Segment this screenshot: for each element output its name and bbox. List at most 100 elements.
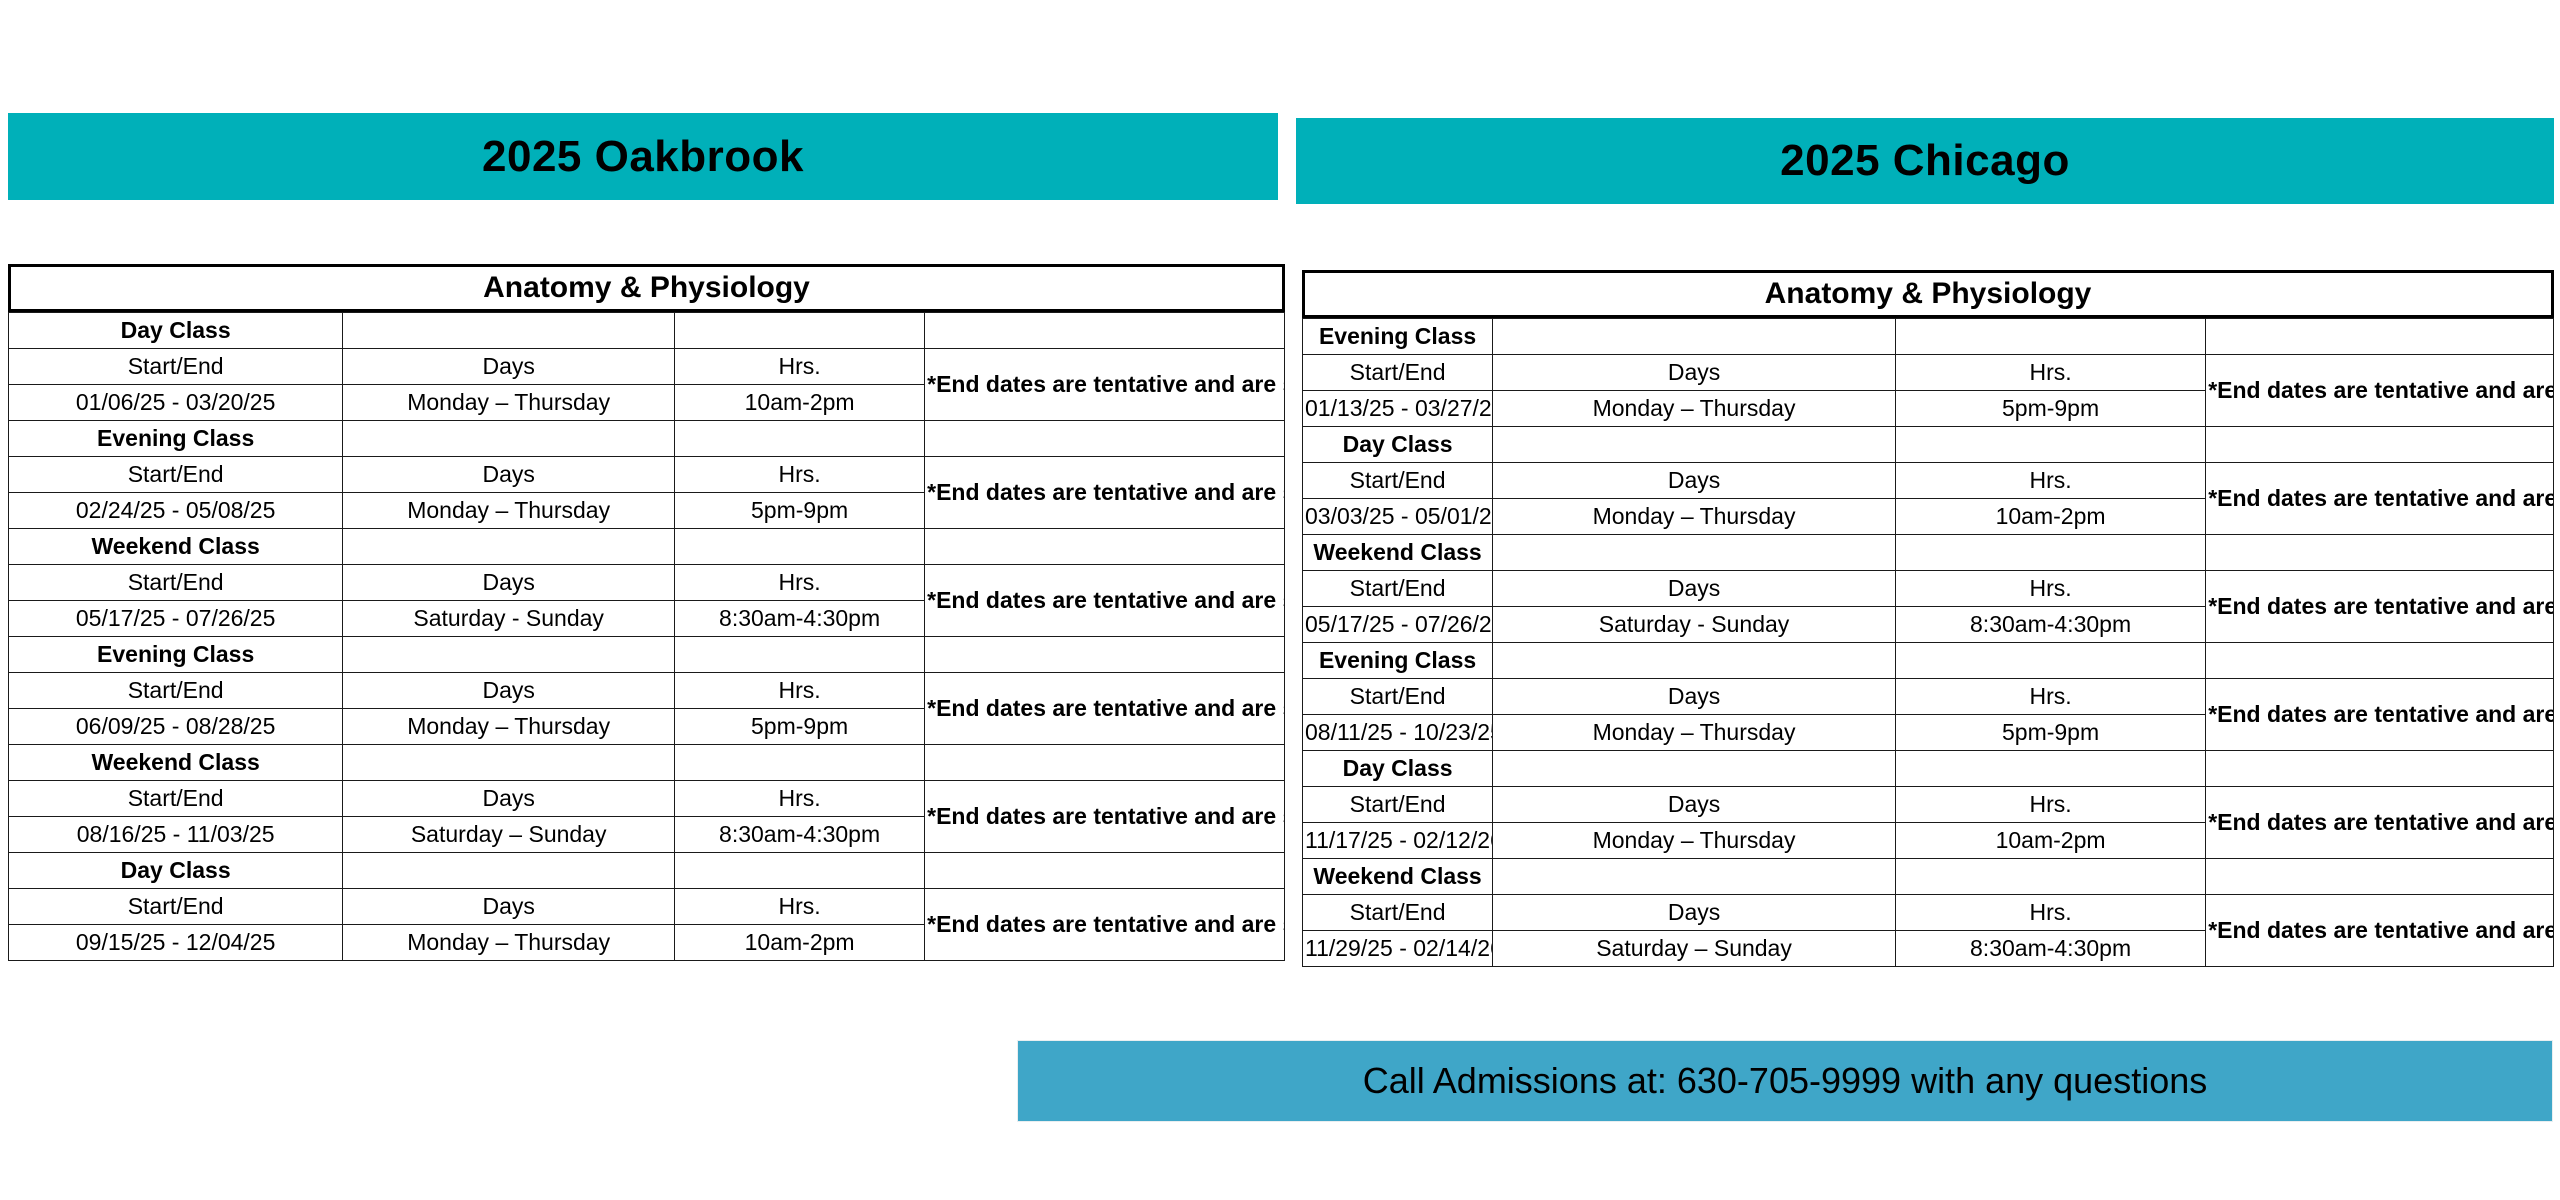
class-category-label: Day Class xyxy=(1301,750,1494,787)
cell-hours: 8:30am-4:30pm xyxy=(674,600,926,637)
schedule-data-row: 11/29/25 - 02/14/26 Saturday – Sunday 8:30… xyxy=(1301,930,2554,967)
column-header-days: Days xyxy=(1492,894,1896,931)
spacer-cell xyxy=(1894,534,2207,571)
column-header-days: Days xyxy=(342,564,676,601)
spacer-cell xyxy=(674,744,926,781)
spacer-cell xyxy=(924,420,1285,457)
column-header-hours: Hrs. xyxy=(1894,894,2207,931)
spacer-cell xyxy=(924,636,1285,673)
schedule-data-row: 05/17/25 - 07/26/25 Saturday - Sunday 8:30… xyxy=(1301,606,2554,643)
column-header-row: Start/End Days Hrs. *End dates are tentativ… xyxy=(1301,462,2554,535)
class-category-row: Weekend Class xyxy=(1301,534,2554,571)
column-header-days: Days xyxy=(1492,678,1896,715)
cell-days: Monday – Thursday xyxy=(1492,822,1896,859)
tentative-dates-note: *End dates are tentative and are subject… xyxy=(2205,678,2554,751)
column-header-start-end: Start/End xyxy=(1301,570,1494,607)
column-header-row: Start/End Days Hrs. *End dates are tentativ… xyxy=(7,780,1285,853)
class-category-label: Day Class xyxy=(1301,426,1494,463)
spacer-cell xyxy=(674,528,926,565)
spacer-cell xyxy=(1894,318,2207,355)
column-header-days: Days xyxy=(342,456,676,493)
cell-hours: 8:30am-4:30pm xyxy=(1894,606,2207,643)
admissions-cta-banner[interactable]: Call Admissions at: 630-705-9999 with an… xyxy=(1018,1041,2552,1121)
class-category-label: Weekend Class xyxy=(1301,534,1494,571)
spacer-cell xyxy=(1492,534,1896,571)
cell-start-end: 05/17/25 - 07/26/25 xyxy=(7,600,344,637)
admissions-cta-label: Call Admissions at: 630-705-9999 with an… xyxy=(1362,1060,2208,1101)
cell-start-end: 02/24/25 - 05/08/25 xyxy=(7,492,344,529)
column-header-hours: Hrs. xyxy=(674,456,926,493)
column-header-start-end: Start/End xyxy=(1301,354,1494,391)
cell-days: Monday – Thursday xyxy=(1492,498,1896,535)
schedule-data-row: 01/13/25 - 03/27/25 Monday – Thursday 5pm-… xyxy=(1301,390,2554,427)
cell-hours: 5pm-9pm xyxy=(674,708,926,745)
column-header-start-end: Start/End xyxy=(7,348,344,385)
spacer-cell xyxy=(1492,642,1896,679)
tentative-dates-note: *End dates are tentative and are subject… xyxy=(924,888,1285,961)
column-header-hours: Hrs. xyxy=(1894,570,2207,607)
cell-hours: 5pm-9pm xyxy=(674,492,926,529)
column-header-hours: Hrs. xyxy=(1894,462,2207,499)
spacer-cell xyxy=(1894,750,2207,787)
cell-start-end: 01/06/25 - 03/20/25 xyxy=(7,384,344,421)
spacer-cell xyxy=(1894,642,2207,679)
cell-hours: 10am-2pm xyxy=(674,924,926,961)
schedule-table-chicago: Evening Class Start/End Days Hrs. *End dates… xyxy=(1301,318,2554,967)
cell-hours: 8:30am-4:30pm xyxy=(674,816,926,853)
column-header-row: Start/End Days Hrs. *End dates are tentativ… xyxy=(7,456,1285,529)
spacer-cell xyxy=(674,312,926,349)
class-category-row: Evening Class xyxy=(1301,318,2554,355)
class-category-label: Day Class xyxy=(7,852,344,889)
tentative-dates-note: *End dates are tentative and are subject… xyxy=(924,456,1285,529)
column-header-row: Start/End Days Hrs. *End dates are tentativ… xyxy=(1301,570,2554,643)
class-category-row: Evening Class xyxy=(1301,642,2554,679)
class-category-label: Day Class xyxy=(7,312,344,349)
column-header-start-end: Start/End xyxy=(7,888,344,925)
cell-start-end: 11/29/25 - 02/14/26 xyxy=(1301,930,1494,967)
spacer-cell xyxy=(342,528,676,565)
schedule-data-row: 09/15/25 - 12/04/25 Monday – Thursday 10am… xyxy=(7,924,1285,961)
spacer-cell xyxy=(1492,858,1896,895)
tentative-dates-note: *End dates are tentative and are subject… xyxy=(924,672,1285,745)
column-header-start-end: Start/End xyxy=(7,564,344,601)
schedule-data-row: 02/24/25 - 05/08/25 Monday – Thursday 5pm-… xyxy=(7,492,1285,529)
column-header-row: Start/End Days Hrs. *End dates are tentativ… xyxy=(1301,786,2554,859)
course-title-oakbrook: Anatomy & Physiology xyxy=(8,264,1285,312)
class-category-row: Weekend Class xyxy=(7,528,1285,565)
tentative-dates-note: *End dates are tentative and are subject… xyxy=(2205,354,2554,427)
cell-hours: 10am-2pm xyxy=(674,384,926,421)
class-category-label: Weekend Class xyxy=(1301,858,1494,895)
spacer-cell xyxy=(2205,534,2554,571)
column-header-days: Days xyxy=(342,780,676,817)
tentative-dates-note: *End dates are tentative and are subject… xyxy=(2205,786,2554,859)
spacer-cell xyxy=(1492,426,1896,463)
class-category-label: Evening Class xyxy=(7,420,344,457)
spacer-cell xyxy=(2205,642,2554,679)
column-header-hours: Hrs. xyxy=(674,780,926,817)
column-header-start-end: Start/End xyxy=(7,672,344,709)
column-header-hours: Hrs. xyxy=(1894,678,2207,715)
column-header-start-end: Start/End xyxy=(1301,678,1494,715)
column-header-start-end: Start/End xyxy=(1301,786,1494,823)
location-header-oakbrook-label: 2025 Oakbrook xyxy=(482,131,804,181)
column-header-row: Start/End Days Hrs. *End dates are tentativ… xyxy=(7,672,1285,745)
cell-days: Saturday – Sunday xyxy=(1492,930,1896,967)
schedule-panel-chicago: Anatomy & Physiology Evening Class Start/… xyxy=(1301,270,2554,967)
spacer-cell xyxy=(342,852,676,889)
column-header-hours: Hrs. xyxy=(674,672,926,709)
column-header-row: Start/End Days Hrs. *End dates are tentativ… xyxy=(7,348,1285,421)
column-header-row: Start/End Days Hrs. *End dates are tentativ… xyxy=(7,888,1285,961)
spacer-cell xyxy=(342,312,676,349)
tentative-dates-note: *End dates are tentative and are subject… xyxy=(924,780,1285,853)
column-header-row: Start/End Days Hrs. *End dates are tentativ… xyxy=(7,564,1285,637)
course-title-oakbrook-label: Anatomy & Physiology xyxy=(483,271,810,304)
schedule-data-row: 08/11/25 - 10/23/25 Monday – Thursday 5pm-… xyxy=(1301,714,2554,751)
spacer-cell xyxy=(1492,750,1896,787)
cell-hours: 10am-2pm xyxy=(1894,498,2207,535)
class-category-row: Weekend Class xyxy=(1301,858,2554,895)
cell-start-end: 08/11/25 - 10/23/25 xyxy=(1301,714,1494,751)
class-category-label: Evening Class xyxy=(1301,318,1494,355)
class-category-row: Day Class xyxy=(1301,426,2554,463)
cell-hours: 5pm-9pm xyxy=(1894,714,2207,751)
class-category-row: Weekend Class xyxy=(7,744,1285,781)
